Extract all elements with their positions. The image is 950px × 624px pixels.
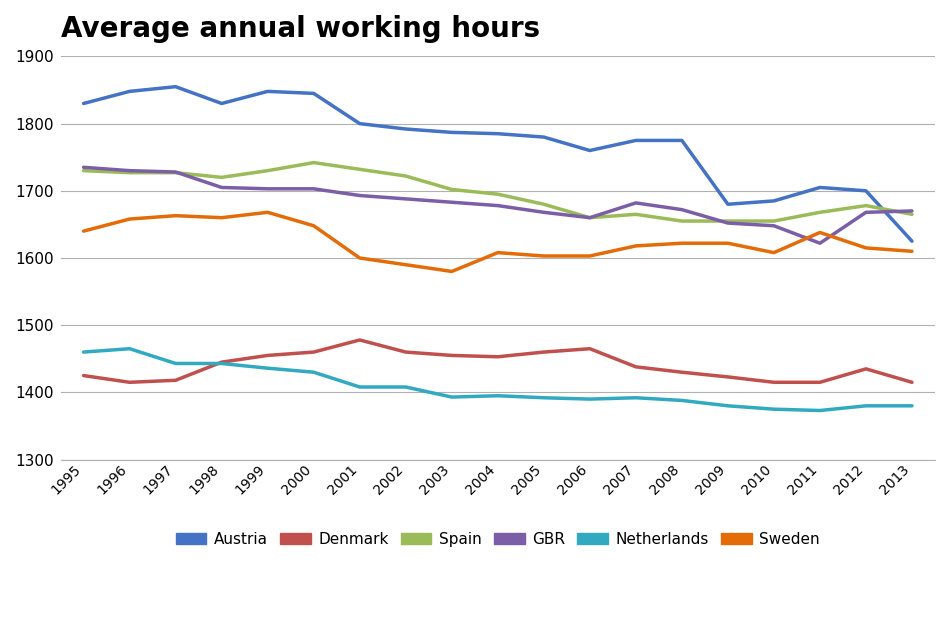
Legend: Austria, Denmark, Spain, GBR, Netherlands, Sweden: Austria, Denmark, Spain, GBR, Netherland…: [176, 532, 820, 547]
Text: Average annual working hours: Average annual working hours: [61, 15, 540, 43]
